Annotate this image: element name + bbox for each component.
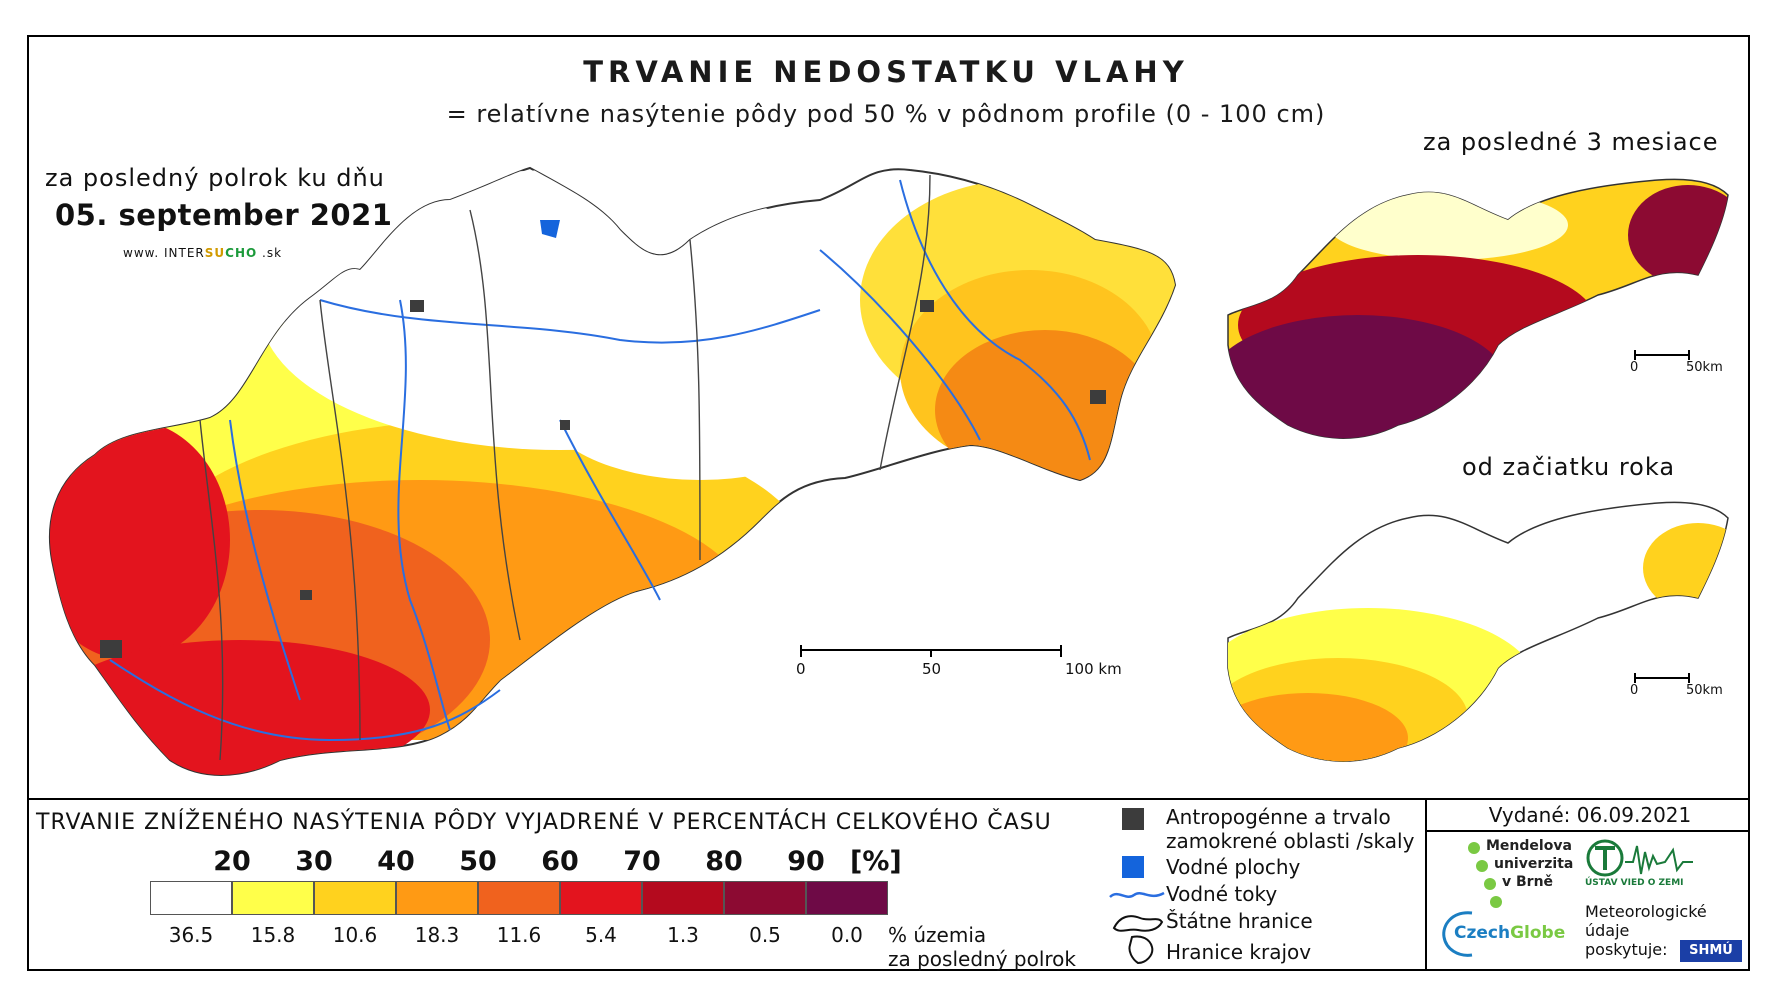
mendel-dot-icon bbox=[1468, 842, 1480, 854]
state-border-symbol bbox=[1112, 915, 1164, 932]
map-title: TRVANIE NEDOSTATKU VLAHY bbox=[583, 55, 1189, 89]
water-body-swatch bbox=[1122, 856, 1144, 878]
zone-red-west bbox=[49, 420, 230, 660]
legend-title: TRVANIE ZNÍŽENÉHO NASÝTENIA PÔDY VYJADRE… bbox=[36, 810, 1052, 835]
legend-swatch bbox=[314, 881, 396, 915]
inset-map-3-months bbox=[1227, 178, 1729, 439]
scale-tick-50: 50 bbox=[922, 660, 942, 678]
legend-swatch bbox=[806, 881, 888, 915]
key-water-bodies: Vodné plochy bbox=[1166, 855, 1301, 879]
map-subtitle: = relatívne nasýtenie pôdy pod 50 % v pô… bbox=[446, 100, 1326, 128]
credits-divider bbox=[1425, 798, 1427, 971]
main-drought-map bbox=[48, 166, 1177, 776]
legend-share-value: 36.5 bbox=[168, 923, 214, 947]
legend-share-value: 0.5 bbox=[749, 923, 781, 947]
inset-top-title: za posledné 3 mesiace bbox=[1423, 128, 1719, 156]
scale-tick-100: 100 km bbox=[1065, 660, 1122, 678]
legend-threshold: 80 bbox=[705, 846, 743, 877]
zone-red-south bbox=[50, 640, 430, 775]
legend-threshold: 50 bbox=[459, 846, 497, 877]
legend-swatch bbox=[396, 881, 478, 915]
legend-panel bbox=[27, 798, 1750, 971]
legend-unit: [%] bbox=[850, 846, 902, 877]
main-scale-bar: 0 50 100 km bbox=[796, 645, 1122, 685]
legend-share-value: 5.4 bbox=[585, 923, 617, 947]
website-label[interactable]: www. INTERSUCHO .sk bbox=[123, 246, 283, 260]
urban-areas bbox=[100, 300, 1106, 658]
mendel-logo[interactable]: Mendelova univerzita v Brně bbox=[1468, 838, 1573, 908]
ustav-icon bbox=[1586, 839, 1693, 877]
period-label: za posledný polrok ku dňu bbox=[45, 164, 385, 192]
key-anthropogenic: Antropogénne a trvalo zamokrené oblasti /… bbox=[1166, 805, 1415, 853]
legend-share-value: 0.0 bbox=[831, 923, 863, 947]
legend-share-value: 18.3 bbox=[414, 923, 460, 947]
anthropogenic-swatch bbox=[1122, 808, 1144, 830]
mendel-dot-icon bbox=[1476, 860, 1488, 872]
inset-top-scale: 0 50km bbox=[1630, 350, 1723, 380]
legend-swatch bbox=[150, 881, 232, 915]
ustav-logo[interactable]: ÚSTAV VIED O ZEMI bbox=[1585, 838, 1695, 894]
inset-bottom-scale: 0 50km bbox=[1630, 673, 1723, 703]
czechglobe-icon bbox=[1442, 911, 1473, 957]
issued-date: Vydané: 06.09.2021 bbox=[1488, 803, 1692, 827]
legend-swatch bbox=[560, 881, 642, 915]
mendel-dot-icon bbox=[1484, 878, 1496, 890]
legend-share-value: 15.8 bbox=[250, 923, 296, 947]
legend-swatch bbox=[232, 881, 314, 915]
legend-threshold: 20 bbox=[213, 846, 251, 877]
legend-share-value: 1.3 bbox=[667, 923, 699, 947]
legend-share-value: 11.6 bbox=[496, 923, 542, 947]
credits-hline bbox=[1425, 830, 1750, 832]
meteo-credit: Meteorologické údaje poskytuje: bbox=[1585, 902, 1707, 959]
rivers bbox=[109, 179, 1091, 742]
inset-bottom-title: od začiatku roka bbox=[1462, 453, 1676, 481]
key-rivers: Vodné toky bbox=[1166, 882, 1278, 906]
mendel-dot-icon bbox=[1490, 896, 1502, 908]
date-label: 05. september 2021 bbox=[55, 198, 393, 232]
legend-threshold: 70 bbox=[623, 846, 661, 877]
inset-top-zone-purple bbox=[1228, 315, 1508, 439]
key-state-border: Štátne hranice bbox=[1166, 909, 1313, 933]
scale-tick-0: 0 bbox=[796, 660, 806, 678]
key-region-border: Hranice krajov bbox=[1166, 940, 1312, 964]
shmu-logo[interactable]: SHMÚ bbox=[1680, 940, 1742, 962]
legend-threshold: 60 bbox=[541, 846, 579, 877]
legend-threshold: 30 bbox=[295, 846, 333, 877]
region-border-symbol bbox=[1128, 935, 1154, 965]
water-body bbox=[540, 220, 560, 238]
legend-share-value: 10.6 bbox=[332, 923, 378, 947]
czechglobe-logo[interactable]: CzechGlobe bbox=[1438, 905, 1568, 961]
legend-swatch bbox=[724, 881, 806, 915]
legend-share-caption: % územia za posledný polrok bbox=[888, 923, 1076, 971]
zone-white-center bbox=[540, 320, 860, 480]
inset-map-year-to-date bbox=[1227, 501, 1729, 762]
legend-swatch bbox=[642, 881, 724, 915]
river-symbol bbox=[1109, 891, 1165, 898]
legend-threshold: 90 bbox=[787, 846, 825, 877]
zone-orange-east bbox=[935, 330, 1155, 490]
legend-threshold: 40 bbox=[377, 846, 415, 877]
legend-swatch bbox=[478, 881, 560, 915]
inset-top-zone-white bbox=[1328, 190, 1568, 260]
region-borders bbox=[199, 174, 931, 761]
